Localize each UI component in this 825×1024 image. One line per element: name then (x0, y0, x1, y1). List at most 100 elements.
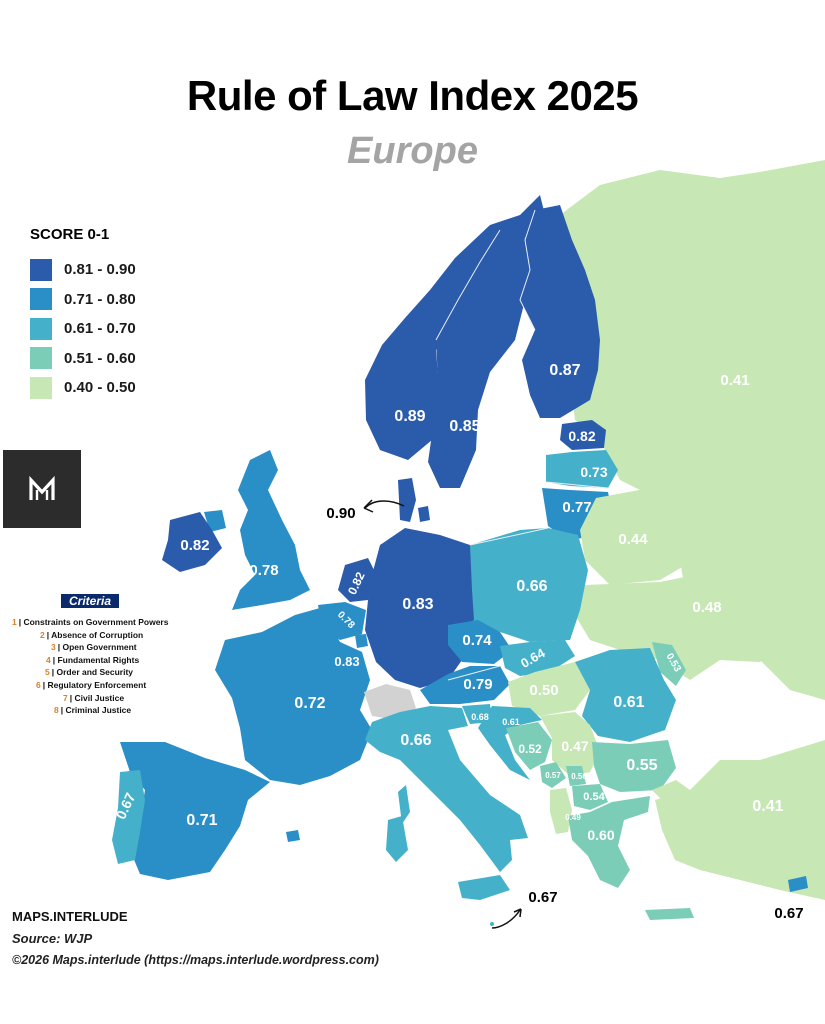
country-norway (365, 195, 545, 460)
country-denmark (398, 478, 416, 522)
label-lithuania: 0.77 (562, 499, 591, 516)
label-latvia: 0.73 (580, 464, 607, 480)
criteria-label: | Order and Security (51, 667, 133, 678)
label-poland: 0.66 (516, 578, 547, 595)
legend-label: 0.81 - 0.90 (64, 261, 136, 279)
legend-item: 0.81 - 0.90 (30, 255, 136, 285)
label-spain: 0.71 (186, 812, 217, 829)
criteria-number: 1 (12, 617, 17, 627)
label-hungary: 0.50 (529, 682, 558, 699)
label-serbia: 0.47 (561, 738, 588, 754)
criteria-number: 6 (36, 679, 41, 690)
country-estonia (560, 420, 606, 450)
country-france (215, 608, 372, 785)
legend-swatch (30, 376, 52, 399)
criteria-number: 4 (46, 654, 51, 665)
malta-arrowhead (513, 908, 522, 918)
country-moldova (652, 642, 686, 686)
country-russia (560, 160, 825, 700)
label-united-kingdom: 0.78 (249, 562, 278, 579)
criteria-label: | Criminal Justice (60, 705, 132, 716)
country-hungary (508, 662, 590, 716)
country-poland (466, 528, 588, 642)
country-czechia (448, 620, 512, 664)
brand-logo (3, 450, 81, 528)
criteria-item: 7 | Civil Justice (63, 692, 168, 705)
label-romania: 0.61 (613, 694, 644, 711)
label-malta: 0.67 (528, 889, 557, 906)
criteria-panel: Criteria 1 | Constraints on Government Po… (12, 592, 168, 717)
criteria-label: | Open Government (57, 642, 137, 653)
country-switzerland (364, 684, 416, 720)
island-crete (645, 908, 694, 920)
country-netherlands (338, 558, 376, 602)
legend-swatch (30, 317, 52, 340)
country-italy (365, 706, 528, 872)
label-montenegro: 0.57 (545, 771, 561, 780)
criteria-number: 3 (51, 642, 56, 653)
island-sardinia (386, 816, 408, 862)
criteria-label: | Regulatory Enforcement (42, 679, 147, 690)
country-denmark-islands (418, 506, 430, 522)
legend-label: 0.40 - 0.50 (64, 379, 136, 397)
criteria-label: | Constraints on Government Powers (18, 617, 169, 627)
label-germany: 0.83 (402, 596, 433, 613)
footer-brand: MAPS.INTERLUDE (12, 909, 128, 924)
malta-arrow (491, 909, 521, 929)
country-united-kingdom (232, 450, 310, 610)
criteria-number: 8 (54, 705, 59, 716)
label-france: 0.72 (294, 695, 325, 712)
country-montenegro (540, 762, 566, 788)
denmark-arrowhead (363, 499, 374, 513)
label-greece: 0.60 (587, 827, 614, 843)
label-albania: 0.49 (565, 813, 581, 822)
country-ireland (162, 512, 222, 572)
legend-item: 0.71 - 0.80 (30, 285, 136, 315)
legend-swatch (30, 288, 52, 311)
criteria-number: 2 (40, 629, 45, 640)
criteria-item: 1 | Constraints on Government Powers (12, 616, 168, 629)
criteria-item: 8 | Criminal Justice (54, 704, 168, 717)
country-germany (365, 528, 474, 688)
label-belarus: 0.44 (618, 531, 648, 548)
country-bosnia (506, 722, 552, 770)
island-corsica (398, 785, 410, 824)
label-kosovo: 0.56 (571, 772, 587, 781)
logo-mark-icon (29, 475, 55, 500)
legend-swatch (30, 258, 52, 281)
country-turkey (655, 740, 825, 900)
legend-item: 0.61 - 0.70 (30, 314, 136, 344)
country-luxembourg (355, 634, 368, 648)
country-bulgaria (592, 740, 676, 792)
criteria-item: 5 | Order and Security (45, 666, 168, 679)
label-austria: 0.79 (463, 676, 492, 693)
criteria-item: 4 | Fundamental Rights (46, 654, 168, 667)
criteria-label: | Civil Justice (69, 692, 125, 703)
label-denmark: 0.90 (326, 505, 355, 522)
denmark-arrow (364, 500, 405, 509)
country-cyprus (788, 876, 808, 892)
label-slovenia: 0.68 (471, 712, 489, 722)
legend-label: 0.71 - 0.80 (64, 290, 136, 308)
label-bosnia: 0.52 (518, 742, 542, 756)
label-ukraine: 0.48 (692, 599, 721, 616)
country-albania (550, 788, 572, 834)
legend-label: 0.51 - 0.60 (64, 349, 136, 367)
label-ireland: 0.82 (180, 537, 209, 554)
country-latvia (546, 450, 618, 488)
footer-source: Source: WJP (12, 931, 93, 946)
country-portugal (112, 770, 145, 864)
legend-item: 0.51 - 0.60 (30, 344, 136, 374)
legend-swatch (30, 347, 52, 370)
legend-title: SCORE 0-1 (30, 226, 110, 243)
criteria-number: 7 (63, 692, 68, 703)
criteria-item: 3 | Open Government (51, 641, 168, 654)
criteria-label: | Fundamental Rights (52, 654, 140, 665)
country-serbia (540, 712, 600, 776)
legend-label: 0.61 - 0.70 (64, 320, 136, 338)
label-turkey: 0.41 (752, 798, 783, 815)
country-sweden (428, 230, 535, 488)
score-legend: SCORE 0-1 0.81 - 0.90 0.71 - 0.80 0.61 -… (30, 226, 136, 403)
country-belarus (580, 488, 694, 585)
